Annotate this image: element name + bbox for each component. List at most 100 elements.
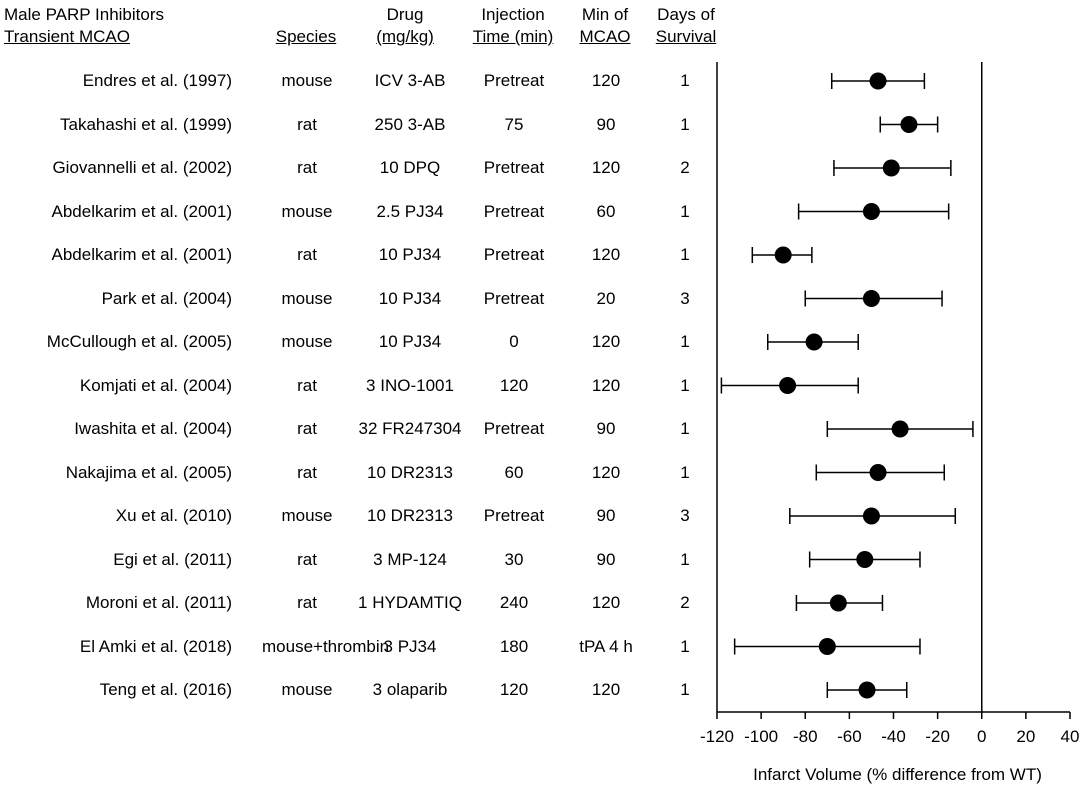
data-point [869, 72, 887, 90]
drug-header: Drug (mg/kg) [360, 4, 450, 48]
species-cell: rat [297, 593, 317, 612]
study-cell: McCullough et al. (2005) [46, 332, 232, 351]
mcao-cell: 120 [591, 375, 621, 395]
data-point [858, 681, 876, 699]
species-header: Species [266, 26, 346, 48]
injection-cell: 30 [504, 549, 524, 569]
mcao-cell: 120 [591, 71, 621, 90]
survival-cell: 1 [680, 419, 690, 438]
data-point [856, 551, 874, 568]
mcao-cell: 120 [591, 158, 621, 177]
study-cell: Teng et al. (2016) [99, 680, 232, 699]
species-cell: rat [297, 419, 317, 438]
study-cell: Moroni et al. (2011) [85, 593, 232, 612]
drug-cell: 10 DPQ [379, 158, 441, 177]
survival-cell: 2 [680, 593, 690, 612]
study-cell: Komjati et al. (2004) [79, 375, 232, 395]
study-cell: Xu et al. (2010) [115, 506, 232, 525]
study-cell: Giovannelli et al. (2002) [52, 158, 232, 177]
data-point [818, 638, 836, 655]
mcao-cell: 60 [596, 201, 616, 221]
x-tick-label: -40 [881, 727, 906, 746]
drug-cell: 10 DR2313 [366, 462, 453, 482]
injection-cell: 75 [504, 114, 524, 134]
species-cell: mouse [281, 332, 333, 351]
data-point [862, 290, 880, 307]
injection-header: Injection Time (min) [464, 4, 562, 48]
drug-cell: ICV 3-AB [374, 71, 446, 90]
injection-cell: Pretreat [483, 288, 545, 308]
injection-header-line-2: Time (min) [472, 27, 554, 46]
injection-cell: Pretreat [483, 506, 545, 525]
drug-header-line-2: (mg/kg) [376, 27, 434, 46]
data-point [862, 203, 880, 220]
species-cell: mouse [281, 71, 333, 90]
data-point [869, 464, 887, 481]
study-cell: Park et al. (2004) [101, 288, 232, 308]
injection-cell: 240 [499, 593, 529, 612]
x-tick-label: -60 [837, 727, 862, 746]
species-cell: rat [297, 462, 317, 482]
x-tick-label: -20 [925, 727, 950, 746]
survival-cell: 1 [680, 549, 690, 569]
survival-cell: 1 [680, 71, 690, 90]
x-tick-label: 0 [977, 727, 986, 746]
injection-cell: Pretreat [483, 201, 545, 221]
study-cell: Endres et al. (1997) [82, 71, 232, 90]
injection-cell: 120 [499, 375, 529, 395]
data-point [774, 246, 792, 264]
injection-cell: 0 [509, 332, 519, 351]
survival-cell: 1 [680, 375, 690, 395]
species-cell: rat [297, 114, 317, 134]
species-cell: rat [297, 245, 317, 264]
survival-cell: 1 [680, 636, 690, 656]
survival-cell: 1 [680, 462, 690, 482]
data-point [779, 377, 797, 394]
drug-cell: 32 FR247304 [358, 419, 462, 438]
injection-cell: 120 [499, 680, 529, 699]
drug-cell: 3 MP-124 [373, 549, 447, 569]
study-cell: Nakajima et al. (2005) [65, 462, 232, 482]
x-axis-title: Infarct Volume (% difference from WT) [753, 765, 1042, 784]
data-point [900, 116, 918, 133]
survival-cell: 1 [680, 332, 690, 351]
injection-cell: Pretreat [483, 245, 545, 264]
species-header-label: Species [275, 27, 337, 46]
x-tick-label: -100 [744, 727, 778, 746]
study-cell: Iwashita et al. (2004) [74, 419, 232, 438]
injection-header-line-1: Injection [481, 5, 545, 24]
study-cell: Takahashi et al. (1999) [60, 114, 232, 134]
mcao-cell: 90 [596, 114, 616, 134]
mcao-cell: 20 [596, 288, 616, 308]
mcao-cell: 90 [596, 419, 616, 438]
x-tick-label: 20 [1016, 727, 1035, 746]
injection-cell: 180 [499, 636, 529, 656]
mcao-cell: 120 [591, 462, 621, 482]
survival-cell: 1 [680, 114, 690, 134]
mcao-header-line-1: Min of [581, 5, 629, 24]
drug-cell: 2.5 PJ34 [376, 201, 444, 221]
title-line-1: Male PARP Inhibitors [4, 5, 164, 24]
data-point [891, 420, 909, 438]
survival-cell: 1 [680, 201, 690, 221]
table-title: Male PARP Inhibitors Transient MCAO [4, 4, 164, 48]
x-tick-label: 40 [1061, 727, 1080, 746]
mcao-cell: tPA 4 h [579, 636, 633, 656]
mcao-cell: 90 [596, 506, 616, 525]
drug-cell: 1 HYDAMTIQ [358, 593, 462, 612]
injection-cell: Pretreat [483, 71, 545, 90]
data-point [805, 333, 823, 351]
survival-cell: 1 [680, 245, 690, 264]
data-point [862, 507, 880, 525]
title-line-2: Transient MCAO [4, 27, 130, 46]
mcao-cell: 120 [591, 680, 621, 699]
study-cell: Egi et al. (2011) [113, 549, 232, 569]
survival-header: Days of Survival [644, 4, 728, 48]
data-point [882, 159, 900, 177]
mcao-header-line-2: MCAO [579, 27, 631, 46]
injection-cell: Pretreat [483, 419, 545, 438]
species-cell: mouse [281, 288, 333, 308]
species-cell: rat [297, 549, 317, 569]
mcao-cell: 90 [596, 549, 616, 569]
